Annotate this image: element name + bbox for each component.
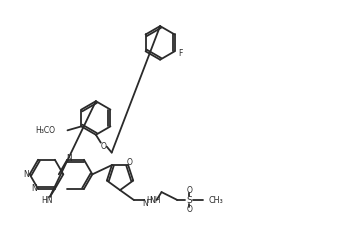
Text: H: H <box>146 195 152 205</box>
Text: S: S <box>186 195 192 205</box>
Text: O: O <box>186 186 192 195</box>
Text: F: F <box>178 49 183 58</box>
Text: H₃CO: H₃CO <box>36 126 56 135</box>
Text: O: O <box>101 142 107 151</box>
Text: N: N <box>23 170 28 179</box>
Text: N: N <box>66 154 72 163</box>
Text: O: O <box>126 158 132 167</box>
Text: N: N <box>142 199 147 208</box>
Text: NH: NH <box>150 195 161 205</box>
Text: CH₃: CH₃ <box>209 195 224 205</box>
Text: HN: HN <box>41 196 53 205</box>
Text: N: N <box>31 184 37 193</box>
Text: O: O <box>186 205 192 214</box>
